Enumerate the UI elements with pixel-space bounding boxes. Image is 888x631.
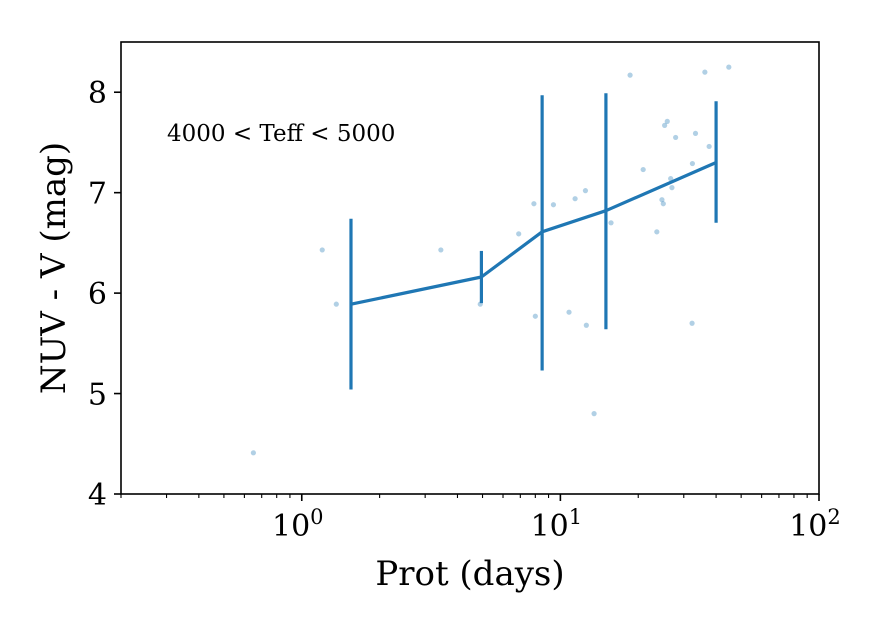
data-point: [531, 201, 537, 207]
y-tick-label: 6: [88, 277, 107, 312]
data-point: [627, 72, 633, 78]
data-point: [706, 143, 712, 150]
data-point: [659, 197, 665, 203]
plot-frame: [120, 41, 820, 495]
binned-mean-series: [349, 93, 718, 390]
data-point: [689, 160, 696, 167]
data-point: [662, 122, 668, 128]
data-point: [702, 69, 708, 75]
y-tick-label: 4: [88, 478, 107, 513]
data-point: [566, 309, 572, 315]
data-point: [660, 201, 666, 207]
data-point: [438, 247, 444, 253]
data-point: [319, 247, 325, 253]
y-tick-label: 7: [88, 177, 107, 212]
scatter-points: [250, 64, 732, 456]
data-point: [689, 320, 695, 326]
data-point: [582, 188, 589, 194]
y-axis-label: NUV - V (mag): [34, 142, 74, 394]
data-point: [673, 134, 679, 141]
data-point: [726, 64, 732, 70]
y-tick-label: 5: [88, 378, 107, 413]
data-point: [333, 301, 339, 307]
annotation-label: 4000 < Teff < 5000: [167, 121, 395, 147]
y-tick-label: 8: [88, 76, 107, 111]
x-axis-label: Prot (days): [375, 554, 564, 594]
data-point: [640, 166, 646, 173]
x-tick-exponent: 0: [310, 505, 323, 529]
data-point: [669, 185, 675, 191]
data-point: [664, 118, 670, 124]
data-point: [532, 313, 538, 319]
data-point: [591, 411, 597, 417]
data-point: [608, 220, 614, 226]
data-point: [692, 130, 699, 137]
data-point: [572, 196, 578, 202]
x-tick-exponent: 2: [827, 505, 840, 529]
data-point: [668, 176, 674, 182]
data-point: [654, 229, 660, 235]
data-point: [516, 231, 522, 237]
x-tick-exponent: 1: [569, 505, 582, 529]
data-point: [250, 450, 256, 456]
x-tick-label: 102: [789, 505, 841, 544]
data-point: [550, 202, 557, 208]
data-point: [583, 322, 589, 328]
